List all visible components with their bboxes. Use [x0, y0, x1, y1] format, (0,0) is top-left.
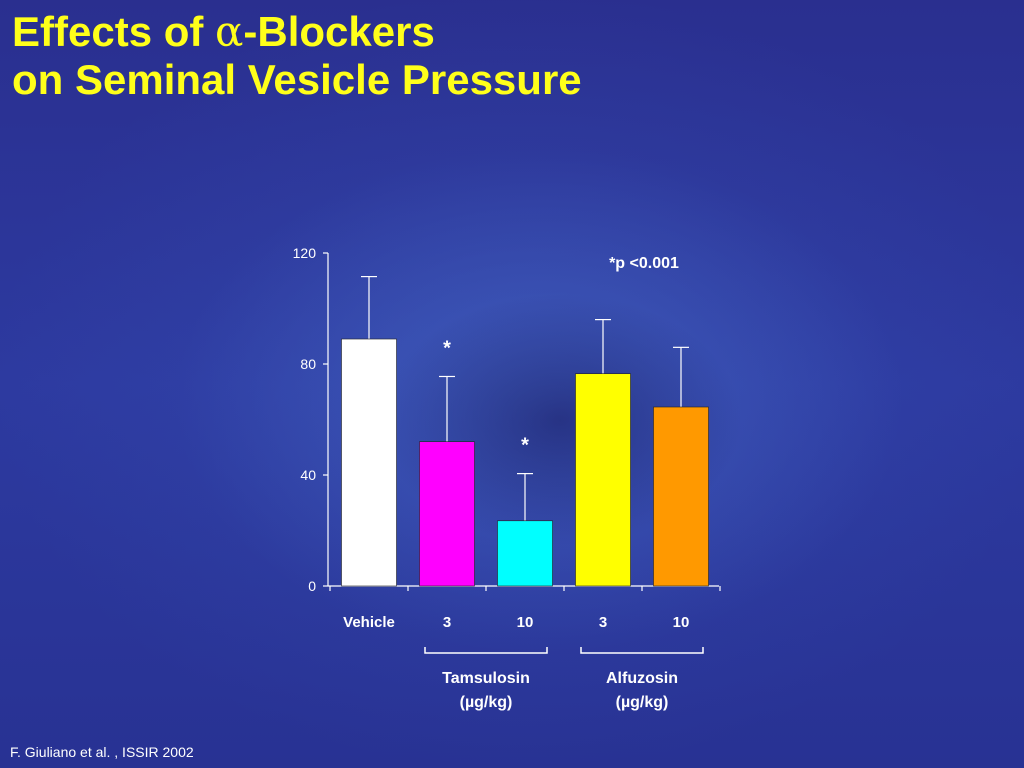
bar: [653, 406, 709, 587]
x-tick-label: 3: [443, 614, 451, 631]
slide-title: Effects of α-Blockers on Seminal Vesicle…: [12, 8, 582, 104]
y-tick-label: 120: [293, 245, 317, 261]
title-line-2: on Seminal Vesicle Pressure: [12, 56, 582, 103]
bar: [575, 373, 631, 587]
title-line-1: Effects of α-Blockers: [12, 7, 435, 56]
citation: F. Giuliano et al. , ISSIR 2002: [10, 744, 194, 760]
group-unit-label: (µg/kg): [616, 694, 669, 711]
y-tick-label: 0: [308, 578, 316, 594]
x-tick-label: 3: [599, 614, 607, 631]
title-suffix: -Blockers: [243, 8, 435, 55]
significance-marker: *: [443, 337, 451, 359]
significance-annotation: *p <0.001: [609, 255, 679, 272]
x-tick-label: Vehicle: [343, 614, 395, 631]
chart-bars: [341, 275, 709, 587]
group-bracket: [580, 647, 704, 654]
bar: [497, 520, 553, 587]
significance-marker: *: [521, 435, 529, 457]
bar: [341, 338, 397, 587]
group-label: Alfuzosin: [606, 670, 678, 687]
x-tick-label: 10: [673, 614, 690, 631]
chart-labels: Vehicle * 3 * 10 3 10 Tamsulosin (µg/kg) Alfuzosi…: [343, 337, 704, 711]
group-unit-label: (µg/kg): [460, 694, 513, 711]
group-bracket: [424, 647, 548, 654]
y-tick-label: 80: [300, 356, 316, 372]
alpha-symbol: α: [215, 7, 244, 56]
title-prefix: Effects of: [12, 8, 216, 55]
x-tick-label: 10: [517, 614, 534, 631]
y-tick-label: 40: [300, 467, 316, 483]
bar: [419, 441, 475, 587]
group-label: Tamsulosin: [442, 670, 530, 687]
